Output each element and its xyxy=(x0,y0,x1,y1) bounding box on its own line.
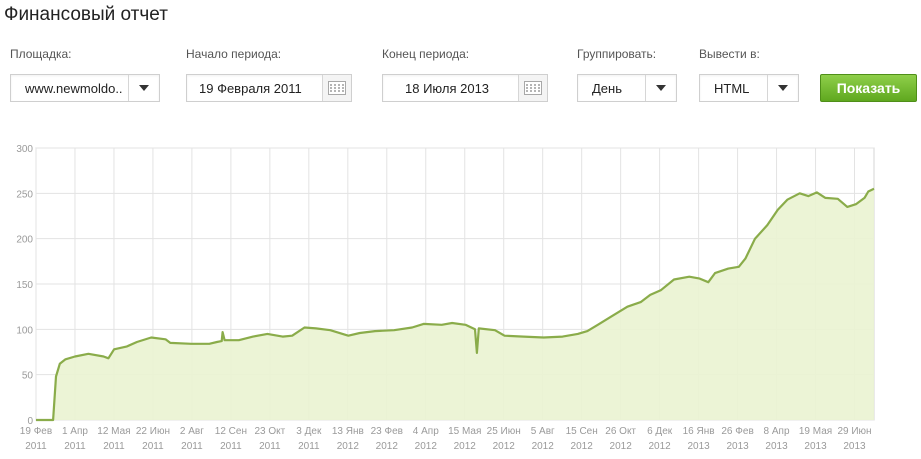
x-tick-label: 15 Мая xyxy=(448,426,481,437)
x-tick-year: 2012 xyxy=(454,441,477,452)
y-tick-label: 200 xyxy=(16,235,33,246)
chevron-down-icon[interactable] xyxy=(128,75,159,101)
y-tick-label: 0 xyxy=(27,416,33,427)
x-tick-year: 2011 xyxy=(181,441,203,452)
output-select-value: HTML xyxy=(714,81,750,96)
y-tick-label: 100 xyxy=(16,325,33,336)
end-date-label: Конец периода: xyxy=(382,47,470,61)
x-tick-year: 2012 xyxy=(610,441,633,452)
x-tick-label: 1 Апр xyxy=(62,426,88,437)
x-tick-label: 4 Апр xyxy=(413,426,439,437)
x-tick-year: 2012 xyxy=(415,441,438,452)
y-tick-label: 50 xyxy=(22,371,34,382)
output-select[interactable]: HTML xyxy=(699,74,799,102)
x-tick-label: 5 Авг xyxy=(531,426,555,437)
x-tick-label: 13 Янв xyxy=(332,426,364,437)
x-tick-label: 22 Июн xyxy=(136,426,170,437)
x-tick-year: 2011 xyxy=(25,441,47,452)
x-tick-year: 2012 xyxy=(376,441,399,452)
start-date-label: Начало периода: xyxy=(186,47,282,61)
page-title: Финансовый отчет xyxy=(4,4,168,25)
x-tick-label: 19 Фев xyxy=(20,426,52,437)
x-tick-label: 19 Мая xyxy=(799,426,832,437)
x-tick-year: 2011 xyxy=(220,441,242,452)
x-tick-label: 15 Сен xyxy=(566,426,598,437)
site-select-value: www.newmoldo.. xyxy=(25,81,123,96)
y-tick-label: 150 xyxy=(16,280,33,291)
x-tick-year: 2013 xyxy=(804,441,827,452)
x-tick-label: 12 Мая xyxy=(97,426,130,437)
x-tick-label: 26 Фев xyxy=(721,426,753,437)
x-tick-year: 2013 xyxy=(843,441,866,452)
chevron-down-icon[interactable] xyxy=(767,75,798,101)
x-tick-year: 2011 xyxy=(103,441,125,452)
site-label: Площадка: xyxy=(10,47,72,61)
start-date-value: 19 Февраля 2011 xyxy=(199,81,302,96)
y-tick-label: 250 xyxy=(16,189,33,200)
x-tick-label: 3 Дек xyxy=(296,426,322,437)
financial-area-chart: 0 50 100 150 200 250 300 19 Фев 2011 1 Апр 2011 12 … xyxy=(16,144,875,452)
output-label: Вывести в: xyxy=(699,47,760,61)
x-tick-year: 2013 xyxy=(765,441,788,452)
x-tick-label: 8 Апр xyxy=(764,426,790,437)
x-tick-year: 2011 xyxy=(298,441,320,452)
chevron-down-icon[interactable] xyxy=(645,75,676,101)
group-select-value: День xyxy=(592,81,622,96)
x-tick-year: 2012 xyxy=(532,441,555,452)
x-tick-year: 2012 xyxy=(571,441,594,452)
calendar-icon[interactable] xyxy=(322,75,351,101)
x-tick-year: 2013 xyxy=(726,441,749,452)
x-tick-label: 12 Сен xyxy=(215,426,247,437)
group-select[interactable]: День xyxy=(577,74,677,102)
group-label: Группировать: xyxy=(577,47,657,61)
calendar-icon[interactable] xyxy=(518,75,547,101)
y-tick-label: 300 xyxy=(16,144,33,155)
end-date-value: 18 Июля 2013 xyxy=(405,81,490,96)
x-tick-label: 26 Окт xyxy=(605,426,636,437)
x-tick-label: 16 Янв xyxy=(683,426,715,437)
end-date-field[interactable]: 18 Июля 2013 xyxy=(382,74,548,102)
start-date-field[interactable]: 19 Февраля 2011 xyxy=(186,74,352,102)
x-tick-label: 29 Июн xyxy=(837,426,871,437)
series-line xyxy=(36,187,875,422)
x-tick-year: 2013 xyxy=(687,441,710,452)
series-area xyxy=(36,188,874,420)
x-tick-label: 25 Июн xyxy=(487,426,521,437)
x-tick-label: 2 Авг xyxy=(180,426,204,437)
x-tick-label: 23 Окт xyxy=(254,426,285,437)
x-tick-year: 2011 xyxy=(64,441,86,452)
x-tick-year: 2011 xyxy=(142,441,164,452)
x-tick-label: 23 Фев xyxy=(371,426,403,437)
x-tick-label: 6 Дек xyxy=(647,426,673,437)
x-tick-year: 2011 xyxy=(259,441,281,452)
x-tick-year: 2012 xyxy=(337,441,360,452)
x-tick-year: 2012 xyxy=(649,441,672,452)
site-select[interactable]: www.newmoldo.. xyxy=(10,74,160,102)
x-tick-year: 2012 xyxy=(493,441,516,452)
show-button[interactable]: Показать xyxy=(820,74,917,102)
